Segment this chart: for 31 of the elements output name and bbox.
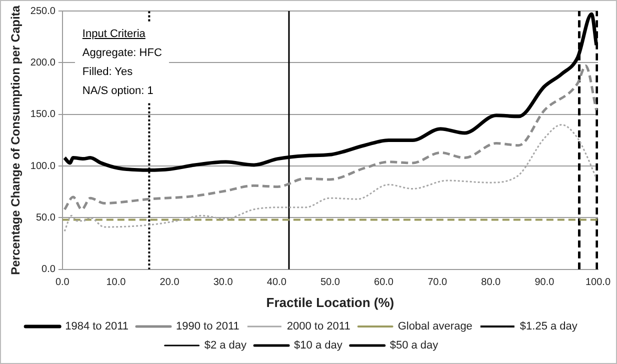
y-axis-title: Percentage Change of Consumption per Capita bbox=[8, 5, 23, 275]
y-tick-label: 50.0 bbox=[36, 212, 56, 224]
x-tick-label: 90.0 bbox=[534, 277, 555, 288]
legend-label: $1.25 a day bbox=[520, 320, 578, 333]
annotation: Aggregate: HFC bbox=[82, 46, 162, 61]
legend-label: 2000 to 2011 bbox=[286, 320, 350, 333]
x-tick-label: 50.0 bbox=[320, 277, 340, 288]
x-tick-label: 20.0 bbox=[160, 277, 180, 288]
x-tick-label: 10.0 bbox=[106, 277, 126, 288]
legend-label: 1990 to 2011 bbox=[176, 320, 240, 333]
x-axis-title: Fractile Location (%) bbox=[266, 294, 394, 310]
y-tick-label: 0.0 bbox=[42, 264, 56, 276]
y-tick-label: 100.0 bbox=[30, 160, 56, 172]
annotation: NA/S option: 1 bbox=[82, 84, 154, 99]
annotation: Input Criteria bbox=[82, 27, 146, 42]
y-tick-label: 150.0 bbox=[30, 109, 56, 120]
y-tick-label: 200.0 bbox=[30, 57, 56, 68]
legend-label: $2 a day bbox=[204, 340, 248, 352]
legend-label: 1984 to 2011 bbox=[65, 320, 129, 333]
x-tick-label: 40.0 bbox=[266, 277, 287, 288]
x-tick-label: 60.0 bbox=[374, 277, 394, 288]
x-tick-label: 70.0 bbox=[428, 277, 448, 288]
x-tick-label: 100.0 bbox=[585, 277, 611, 288]
legend-label: $50 a day bbox=[390, 340, 439, 352]
x-tick-label: 30.0 bbox=[213, 277, 234, 288]
y-tick-label: 250.0 bbox=[30, 6, 56, 17]
x-tick-label: 0.0 bbox=[55, 277, 70, 288]
legend-label: Global average bbox=[398, 320, 472, 333]
legend-label: $10 a day bbox=[294, 340, 343, 352]
x-tick-label: 80.0 bbox=[481, 277, 502, 288]
annotation: Filled: Yes bbox=[82, 65, 134, 80]
